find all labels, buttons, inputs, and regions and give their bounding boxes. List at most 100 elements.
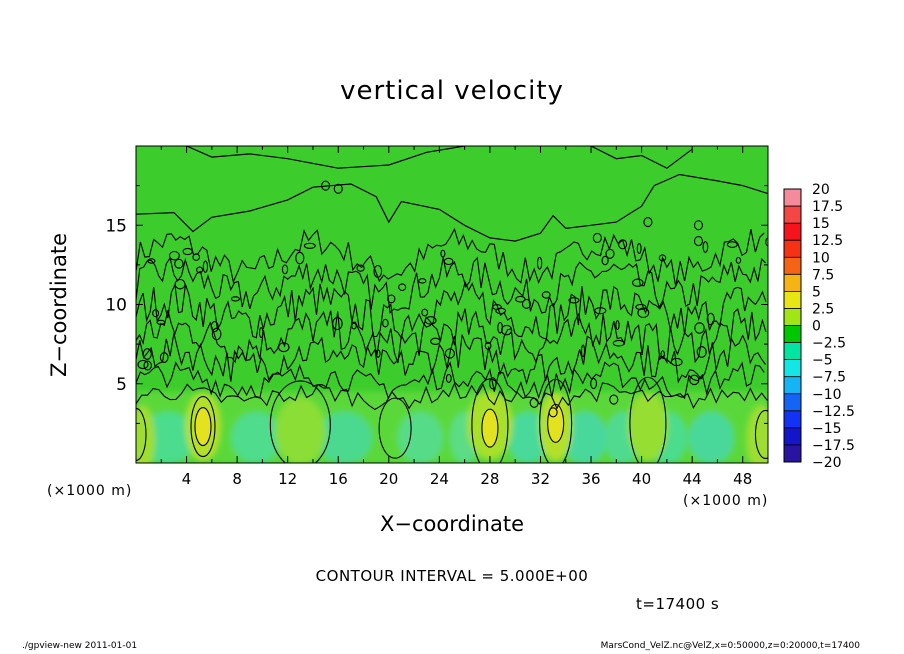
colorbar-label: −12.5 — [812, 404, 855, 420]
y-tick-label: 5 — [116, 375, 127, 395]
contour-eddy — [174, 278, 186, 290]
contour-eddy — [735, 256, 742, 264]
contour-eddy — [182, 247, 193, 256]
contour-eddy — [211, 327, 222, 341]
contour-eddy — [500, 324, 513, 336]
contour-eddy — [373, 264, 383, 278]
contour-line — [136, 227, 765, 287]
contour-eddy — [618, 239, 628, 250]
contour-eddy — [693, 236, 704, 247]
contour-eddy — [258, 327, 264, 339]
x-units-right: (×1000 m) — [683, 493, 769, 509]
updraft-region — [275, 397, 326, 463]
contour-line — [194, 406, 212, 447]
contour-line — [136, 280, 767, 340]
contour-eddy — [601, 255, 609, 266]
x-tick-label: 36 — [581, 470, 600, 488]
contour-line — [136, 256, 766, 314]
contour-eddy — [484, 341, 492, 350]
x-tick-label: 28 — [480, 470, 499, 488]
contour-eddy — [418, 278, 427, 284]
contour-eddy — [444, 348, 455, 359]
contour-eddy — [636, 243, 642, 254]
contour-line — [547, 403, 565, 443]
contour-eddy — [492, 304, 502, 310]
x-tick-label: 16 — [329, 470, 348, 488]
colorbar-swatch — [784, 189, 801, 207]
downdraft-region — [397, 411, 444, 463]
contour-eddy — [696, 346, 707, 358]
contour-line — [136, 407, 147, 462]
x-tick-label: 32 — [531, 470, 550, 488]
contour-eddy — [536, 256, 543, 270]
contour-eddy — [303, 242, 316, 249]
colorbar-label: 2.5 — [812, 301, 834, 317]
contour-eddy — [351, 322, 357, 330]
contour-line — [136, 361, 765, 400]
contour-eddy — [660, 350, 665, 359]
updraft-region — [627, 392, 669, 461]
colorbar-label: 10 — [812, 250, 830, 266]
contour-eddy — [632, 278, 644, 287]
x-tick-label: 4 — [182, 470, 192, 488]
contour-eddy — [295, 251, 305, 265]
contour-eddy — [137, 359, 149, 370]
colorbar-swatch — [784, 257, 801, 275]
x-tick-label: 12 — [278, 470, 297, 488]
contour-line — [378, 397, 412, 459]
colorbar-swatch — [784, 410, 801, 429]
contour-line — [190, 395, 216, 458]
contour-eddy — [635, 303, 647, 311]
contour-eddy — [594, 307, 607, 315]
contour-eddy — [615, 320, 620, 331]
downdraft-region — [230, 411, 282, 463]
contour-eddy — [693, 220, 704, 231]
contour-eddy — [529, 397, 539, 408]
contour-line — [136, 173, 768, 242]
x-tick-label: 8 — [232, 470, 242, 488]
contour-eddy — [521, 298, 532, 309]
contour-eddy — [670, 357, 683, 367]
contour-eddy — [230, 296, 240, 302]
contour-eddy — [580, 344, 586, 358]
contour-eddy — [142, 348, 152, 360]
colorbar-swatch — [784, 342, 801, 361]
contour-line — [186, 146, 465, 169]
contour-line — [590, 146, 693, 169]
x-tick-label: 48 — [733, 470, 752, 488]
contour-eddy — [210, 321, 219, 333]
contour-lines — [136, 146, 768, 463]
contour-eddy — [590, 378, 598, 390]
contour-eddy — [333, 183, 343, 194]
contour-eddy — [694, 322, 705, 334]
contour-eddy — [643, 217, 653, 228]
contour-eddy — [375, 349, 381, 358]
contour-eddy — [398, 283, 407, 292]
contour-eddy — [281, 264, 289, 275]
colorbar-swatch — [784, 240, 801, 258]
updraft-core — [194, 407, 211, 446]
colorbar-label: 0 — [812, 319, 821, 335]
x-axis-label: X−coordinate — [380, 512, 524, 536]
x-tick-label: 40 — [632, 470, 651, 488]
contour-line — [471, 378, 509, 463]
contour-line — [754, 409, 768, 460]
colorbar-swatch — [784, 325, 801, 344]
contour-eddy — [609, 394, 619, 405]
x-units-left: (×1000 m) — [47, 483, 133, 499]
contour-eddy — [152, 309, 160, 318]
colorbar-swatch — [784, 444, 801, 463]
contour-eddy — [147, 258, 156, 264]
contour-line — [136, 307, 767, 365]
colorbar-swatch — [784, 427, 801, 446]
contour-eddy — [156, 319, 166, 325]
x-tick-label: 44 — [683, 470, 702, 488]
updraft-core — [547, 404, 564, 443]
colorbar-label: −15 — [812, 421, 842, 437]
contour-eddy — [445, 373, 452, 383]
x-tick-label: 20 — [379, 470, 398, 488]
contour-eddy — [321, 180, 331, 191]
